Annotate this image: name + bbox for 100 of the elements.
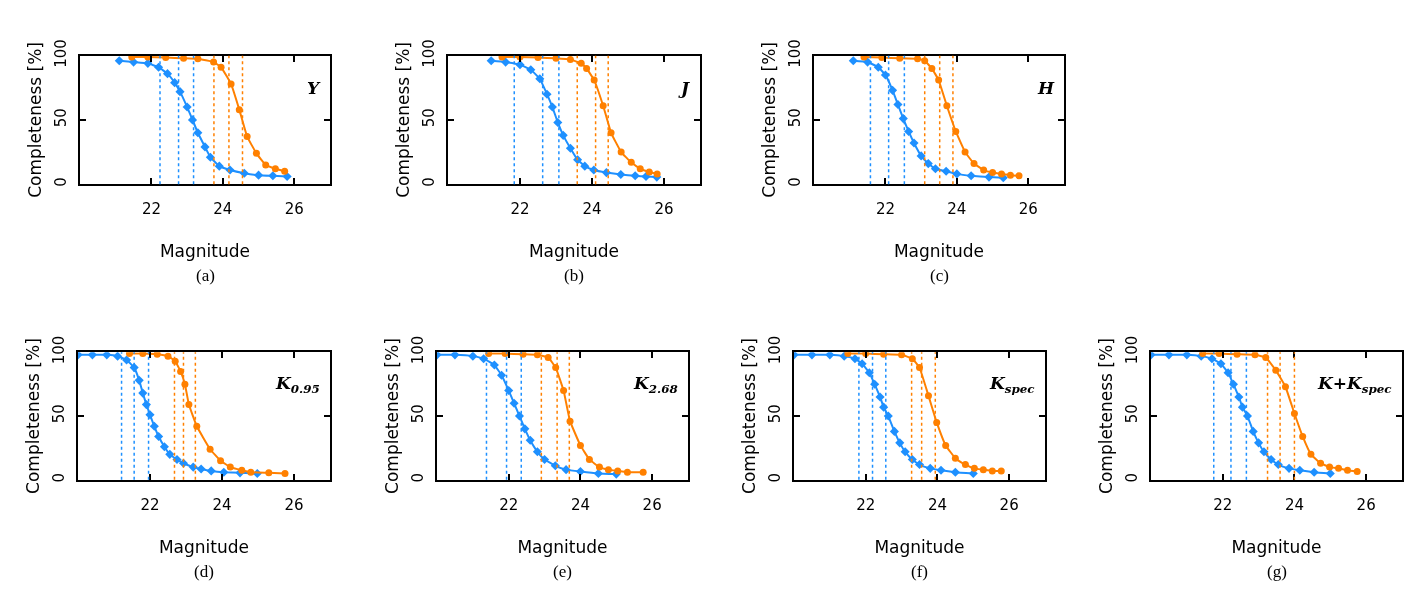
point (825, 352, 835, 360)
point (141, 400, 151, 410)
point (1006, 171, 1014, 179)
x-tick-label: 22 (1213, 495, 1233, 514)
point (979, 466, 987, 474)
y-tick-label: 50 (52, 108, 70, 128)
y-tick-label: 0 (52, 177, 70, 187)
point (1216, 359, 1226, 369)
point (921, 57, 929, 65)
point (138, 388, 148, 398)
y-tick-label: 100 (409, 335, 427, 365)
point (952, 169, 962, 179)
point (807, 352, 817, 360)
point (850, 354, 860, 364)
point (988, 467, 996, 475)
point (577, 59, 585, 67)
point (200, 142, 210, 152)
point (238, 466, 246, 474)
point (925, 463, 935, 473)
point (165, 449, 175, 459)
point (848, 56, 858, 66)
point (970, 464, 978, 472)
point (504, 386, 514, 396)
point (576, 441, 584, 449)
x-tick-label: 24 (1284, 495, 1304, 514)
text: (e) (553, 562, 572, 581)
y-tick-label: 50 (50, 404, 68, 424)
point (898, 352, 906, 359)
y-tick-label: 0 (766, 472, 784, 483)
point (268, 171, 278, 181)
annotation: J (678, 78, 690, 98)
point (164, 352, 172, 360)
annotation: K+K$_{spec}$ (1317, 373, 1393, 396)
point (879, 402, 889, 412)
x-tick-label: 26 (284, 200, 304, 219)
point (844, 352, 852, 358)
point (1284, 463, 1294, 473)
point (501, 57, 511, 67)
point (966, 171, 976, 181)
point (928, 65, 936, 72)
y-tick-label: 0 (50, 472, 68, 483)
point (607, 129, 615, 137)
x-axis-title: Magnitude (1231, 536, 1322, 557)
point (525, 435, 535, 445)
point (271, 165, 279, 173)
point (1254, 438, 1264, 448)
y-axis-title: Completeness [%] (1096, 338, 1117, 494)
x-axis-title: Magnitude (528, 241, 620, 262)
point (590, 76, 598, 84)
x-axis-title: Magnitude (159, 241, 251, 262)
point (1317, 459, 1325, 467)
y-axis-title: Completeness [%] (23, 338, 44, 494)
point (589, 165, 599, 175)
point (943, 102, 951, 110)
point (1272, 366, 1280, 374)
point (1290, 410, 1298, 418)
point (909, 138, 919, 148)
point (636, 165, 644, 173)
point (653, 170, 661, 178)
point (217, 63, 225, 71)
annotation: K$_{spec}$ (989, 373, 1036, 396)
y-tick-label: 100 (1123, 335, 1141, 365)
y-tick-label: 50 (766, 404, 784, 424)
x-tick-label: 24 (212, 495, 232, 514)
point (498, 55, 506, 61)
point (575, 467, 585, 477)
point (535, 74, 545, 84)
point (1307, 450, 1315, 458)
point (520, 424, 530, 434)
y-tick-label: 0 (420, 177, 438, 187)
point (583, 65, 591, 72)
point (558, 130, 568, 140)
point (265, 469, 273, 477)
text: (g) (1267, 562, 1287, 581)
point (149, 421, 159, 431)
point (898, 114, 908, 124)
point (989, 169, 997, 177)
point (914, 459, 925, 470)
point (154, 431, 164, 442)
point (1237, 402, 1247, 412)
point (193, 422, 201, 430)
x-tick-label: 26 (1356, 495, 1376, 514)
point (942, 441, 950, 449)
point (1233, 352, 1241, 358)
point (952, 127, 960, 135)
point (933, 418, 941, 426)
point (214, 161, 224, 171)
point (540, 454, 550, 464)
point (1259, 447, 1269, 457)
point (187, 115, 198, 125)
y-tick-label: 50 (409, 404, 427, 424)
point (1295, 465, 1305, 475)
x-tick-label: 22 (856, 495, 876, 514)
point (281, 167, 289, 175)
x-tick-label: 22 (510, 200, 530, 219)
point (560, 387, 568, 395)
x-axis-title: Magnitude (874, 536, 965, 557)
x-tick-label: 22 (499, 495, 519, 514)
x-axis-title: Magnitude (893, 241, 985, 262)
point (509, 398, 519, 408)
